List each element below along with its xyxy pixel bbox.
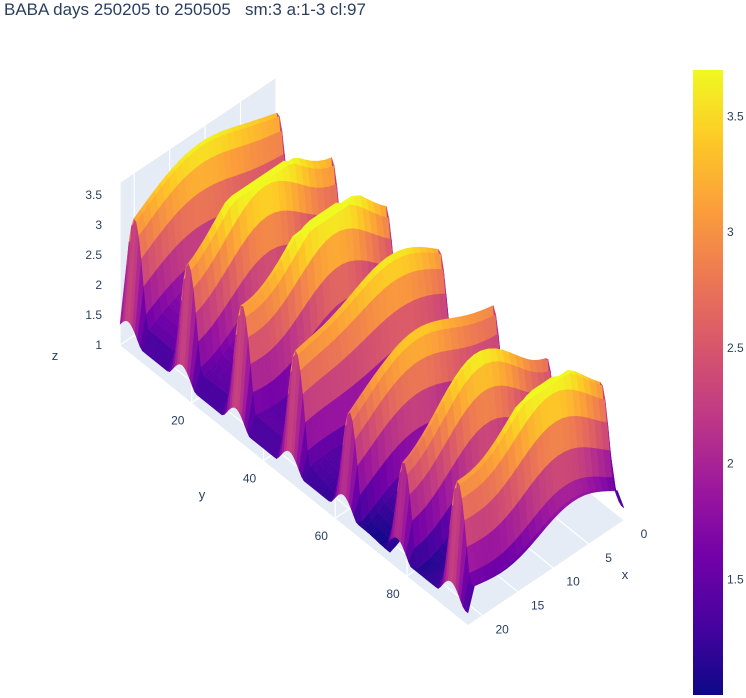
y-tick-label: 80 xyxy=(386,587,400,601)
y-axis-title: y xyxy=(199,487,206,502)
colorbar-tick-label: 2.5 xyxy=(727,341,744,355)
chart-title: BABA days 250205 to 250505 sm:3 a:1-3 cl… xyxy=(4,0,366,19)
y-tick-label: 20 xyxy=(171,414,185,428)
z-tick-label: 3.5 xyxy=(85,188,102,202)
x-tick-label: 5 xyxy=(605,551,612,565)
colorbar-gradient xyxy=(693,70,723,695)
colorbar-tick-label: 3 xyxy=(727,225,734,239)
x-tick-label: 10 xyxy=(566,575,580,589)
x-tick-label: 0 xyxy=(641,527,648,541)
z-tick-label: 1.5 xyxy=(85,308,102,322)
y-tick-label: 60 xyxy=(315,529,329,543)
z-axis-title: z xyxy=(52,348,59,363)
colorbar-tick-label: 2 xyxy=(727,457,734,471)
x-tick-label: 15 xyxy=(531,599,545,613)
surface-mesh[interactable] xyxy=(119,112,625,614)
colorbar-tick-label: 1.5 xyxy=(727,572,744,586)
surface-cell xyxy=(614,489,625,509)
z-tick-label: 2.5 xyxy=(85,248,102,262)
x-tick-label: 20 xyxy=(496,622,510,636)
x-axis-title: x xyxy=(622,567,629,582)
z-tick-label: 3 xyxy=(95,218,102,232)
colorbar-tick-label: 3.5 xyxy=(727,109,744,123)
y-tick-label: 40 xyxy=(243,471,257,485)
z-tick-label: 1 xyxy=(95,338,102,352)
z-tick-label: 2 xyxy=(95,278,102,292)
colorbar: 1.5 2 2.5 3 3.5 xyxy=(693,70,744,695)
